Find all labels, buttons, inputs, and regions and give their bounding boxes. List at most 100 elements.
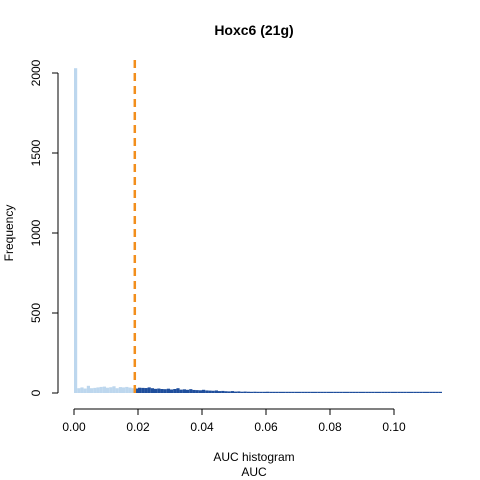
- histogram-bar: [144, 388, 148, 393]
- histogram-bar: [211, 390, 215, 393]
- histogram-bar: [397, 391, 401, 393]
- histogram-bar: [422, 391, 426, 393]
- histogram-bar: [224, 391, 228, 393]
- histogram-bar: [432, 391, 436, 393]
- histogram-bar: [74, 68, 78, 393]
- histogram-bar: [134, 388, 138, 393]
- y-tick-label: 1500: [29, 139, 43, 166]
- histogram-bar: [234, 391, 238, 393]
- histogram-bar: [266, 391, 270, 393]
- histogram-bar: [86, 385, 90, 393]
- histogram-bar: [310, 391, 314, 393]
- histogram-bar: [320, 391, 324, 393]
- histogram-bar: [358, 391, 362, 393]
- x-axis: 0.00 0.02 0.04 0.06 0.08 0.10: [62, 408, 406, 434]
- histogram-bar: [176, 388, 180, 393]
- histogram-bar: [339, 391, 343, 393]
- histogram-bar: [256, 391, 260, 393]
- histogram-bar: [173, 389, 177, 393]
- x-tick-label: 0.04: [190, 420, 214, 434]
- histogram-bar: [346, 391, 350, 393]
- histogram-bar: [378, 391, 382, 393]
- histogram-bar: [205, 390, 209, 393]
- histogram-bar: [131, 388, 135, 393]
- histogram-bar: [403, 391, 407, 393]
- histogram-bar: [125, 386, 129, 393]
- histogram-bar: [365, 391, 369, 393]
- histogram-bar: [83, 388, 87, 393]
- histogram-bar: [218, 391, 222, 393]
- histogram-bar: [253, 391, 257, 393]
- x-tick-label: 0.10: [382, 420, 406, 434]
- histogram-bar: [262, 391, 266, 393]
- histogram-bar: [362, 391, 366, 393]
- histogram-bar: [416, 391, 420, 393]
- chart-title: Hoxc6 (21g): [214, 22, 293, 38]
- histogram-bars: [74, 68, 442, 393]
- histogram-bar: [371, 391, 375, 393]
- histogram-bar: [96, 387, 100, 393]
- histogram-bar: [349, 391, 353, 393]
- y-tick-label: 2000: [29, 59, 43, 86]
- histogram-bar: [198, 390, 202, 393]
- y-tick-label: 0: [29, 389, 43, 396]
- histogram-bar: [250, 391, 254, 393]
- histogram-bar: [278, 391, 282, 393]
- x-axis-label: AUC histogram: [213, 450, 294, 464]
- histogram-bar: [221, 390, 225, 393]
- histogram-bar: [192, 389, 196, 393]
- histogram-bar: [330, 391, 334, 393]
- histogram-bar: [186, 389, 190, 393]
- histogram-bar: [400, 391, 404, 393]
- histogram-bar: [419, 391, 423, 393]
- histogram-bar: [410, 391, 414, 393]
- histogram-bar: [246, 391, 250, 393]
- histogram-bar: [195, 390, 199, 393]
- histogram-bar: [90, 388, 94, 393]
- histogram-bar: [272, 391, 276, 393]
- histogram-bar: [374, 391, 378, 393]
- histogram-bar: [115, 388, 119, 393]
- histogram-bar: [109, 387, 113, 393]
- histogram-bar: [426, 391, 430, 393]
- histogram-bar: [227, 391, 231, 393]
- histogram-bar: [230, 391, 234, 393]
- histogram-bar: [429, 391, 433, 393]
- x-axis-sublabel: AUC: [241, 465, 267, 479]
- histogram-bar: [128, 387, 132, 393]
- histogram-bar: [294, 391, 298, 393]
- histogram-bar: [182, 389, 186, 393]
- histogram-bar: [202, 389, 206, 393]
- histogram-bar: [99, 386, 103, 393]
- histogram-bar: [285, 391, 289, 393]
- histogram-bar: [112, 386, 116, 393]
- histogram-bar: [208, 390, 212, 393]
- histogram-bar: [106, 387, 110, 393]
- x-tick-label: 0.02: [126, 420, 150, 434]
- histogram-bar: [157, 388, 161, 393]
- histogram-bar: [141, 387, 145, 393]
- histogram-bar: [189, 389, 193, 393]
- histogram-bar: [326, 391, 330, 393]
- histogram-bar: [304, 391, 308, 393]
- histogram-bar: [298, 391, 302, 393]
- histogram-bar: [384, 391, 388, 393]
- histogram-bar: [77, 388, 81, 393]
- histogram-bar: [307, 391, 311, 393]
- histogram-bar: [291, 391, 295, 393]
- histogram-bar: [138, 387, 142, 393]
- histogram-bar: [163, 389, 167, 393]
- histogram-bar: [150, 388, 154, 393]
- histogram-bar: [394, 391, 398, 393]
- histogram-bar: [438, 391, 442, 393]
- histogram-bar: [166, 388, 170, 393]
- histogram-bar: [301, 391, 305, 393]
- histogram-bar: [93, 387, 97, 393]
- histogram-bar: [342, 391, 346, 393]
- histogram-bar: [282, 391, 286, 393]
- histogram-bar: [118, 387, 122, 393]
- histogram-bar: [336, 391, 340, 393]
- y-axis-label: Frequency: [2, 205, 16, 262]
- y-tick-label: 1000: [29, 219, 43, 246]
